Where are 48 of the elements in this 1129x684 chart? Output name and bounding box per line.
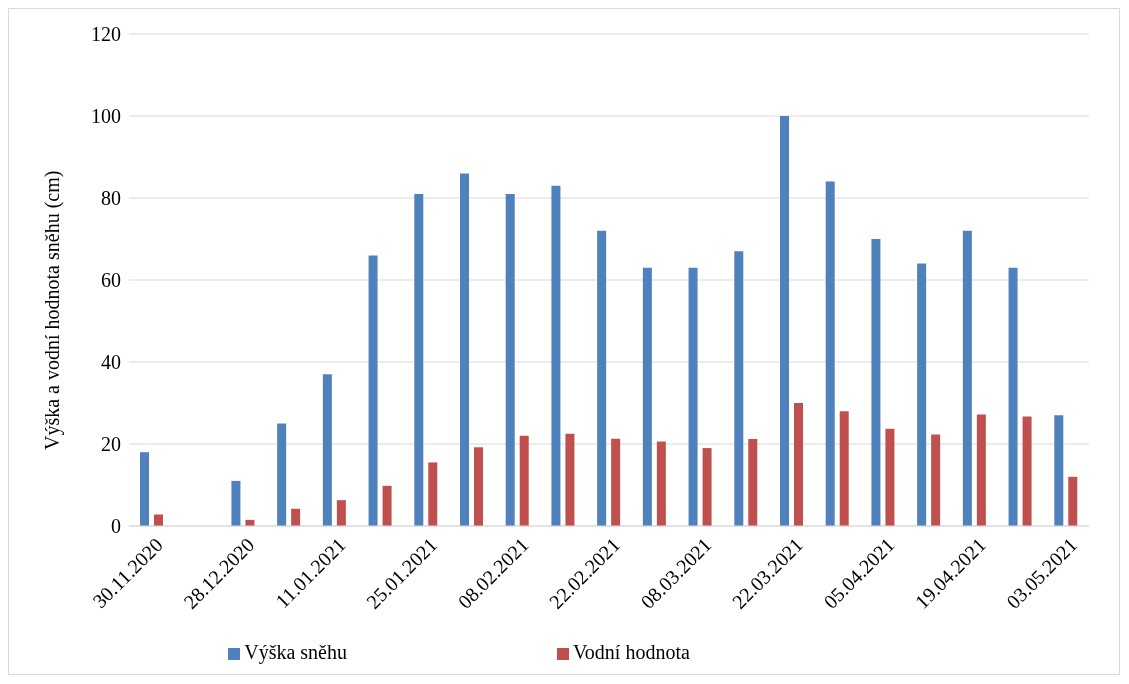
bar xyxy=(839,411,849,526)
bar xyxy=(656,441,666,526)
bar xyxy=(140,452,149,526)
y-tick-label: 100 xyxy=(91,105,121,128)
bar xyxy=(565,433,575,526)
bar xyxy=(642,267,652,526)
y-tick-label: 0 xyxy=(111,515,121,538)
bar xyxy=(519,435,529,526)
bar xyxy=(1022,416,1032,526)
bar xyxy=(748,439,758,526)
bar xyxy=(825,181,835,526)
bar xyxy=(885,428,895,526)
bar xyxy=(277,423,287,526)
bar xyxy=(291,508,301,526)
bar xyxy=(1054,415,1064,526)
y-tick-label: 80 xyxy=(101,187,121,210)
bar xyxy=(794,403,803,526)
legend-label: Výška sněhu xyxy=(244,641,347,663)
bar xyxy=(597,230,607,526)
bar xyxy=(702,448,712,526)
bar xyxy=(1008,267,1018,526)
bar xyxy=(231,480,241,526)
bar xyxy=(931,434,941,526)
bar xyxy=(734,251,744,526)
bar xyxy=(382,485,392,526)
bar xyxy=(551,185,561,526)
bar xyxy=(780,116,789,526)
bar xyxy=(871,239,881,526)
bar xyxy=(611,438,621,526)
bar xyxy=(976,414,986,526)
y-tick-label: 120 xyxy=(91,23,121,46)
bar xyxy=(322,374,332,526)
y-tick-label: 60 xyxy=(101,269,121,292)
bar xyxy=(474,447,483,526)
y-tick-label: 40 xyxy=(101,351,121,374)
bar xyxy=(368,255,378,526)
bar xyxy=(917,263,927,526)
bar xyxy=(460,173,469,526)
y-axis-title: Výška a vodní hodnota sněhu (cm) xyxy=(41,170,65,450)
bar xyxy=(505,193,515,526)
bar xyxy=(336,500,346,526)
legend-label: Vodní hodnota xyxy=(572,641,690,663)
bar xyxy=(962,230,972,526)
bar xyxy=(414,193,424,526)
y-tick-label: 20 xyxy=(101,433,121,456)
bar xyxy=(428,462,438,526)
bar xyxy=(1068,476,1078,526)
bar xyxy=(688,267,698,526)
